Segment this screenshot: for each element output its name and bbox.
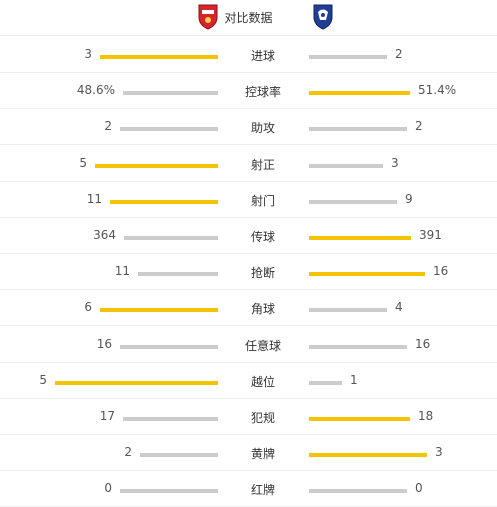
home-bar: [120, 344, 218, 349]
home-value: 364: [93, 228, 116, 242]
away-team-crest-icon: [313, 4, 333, 30]
home-bar: [95, 163, 218, 168]
away-value: 51.4%: [418, 83, 457, 98]
away-value: 3: [391, 155, 399, 170]
away-bar: [309, 308, 387, 313]
home-bar: [110, 199, 218, 204]
home-value: 5: [39, 372, 47, 387]
stat-row: 0 红牌 0: [0, 471, 497, 507]
away-value: 391: [419, 228, 442, 242]
stat-row: 3 进球 2: [0, 37, 497, 73]
comparison-header: 对比数据: [0, 0, 497, 36]
home-value: 17: [99, 409, 115, 423]
stat-row: 11 射门 9: [0, 182, 497, 218]
away-bar: [309, 55, 387, 59]
home-team-crest-icon: [198, 4, 218, 30]
away-bar: [309, 417, 410, 421]
home-value: 5: [79, 155, 87, 170]
home-value: 2: [124, 445, 132, 460]
home-value: 48.6%: [76, 83, 115, 98]
away-bar: [309, 380, 342, 385]
stat-label: 射正: [250, 157, 275, 172]
home-value: 11: [114, 264, 130, 279]
home-bar: [123, 91, 218, 96]
stat-label: 红牌: [250, 483, 275, 498]
stat-label: 角球: [250, 302, 275, 317]
away-value: 0: [415, 481, 423, 496]
away-bar: [309, 127, 407, 132]
stat-label: 抢断: [250, 266, 275, 281]
home-bar: [120, 489, 218, 494]
away-bar: [309, 272, 425, 277]
home-bar: [124, 236, 218, 240]
home-bar: [55, 380, 218, 385]
away-bar: [309, 236, 411, 240]
stat-label: 传球: [250, 230, 275, 244]
home-value: 11: [86, 191, 102, 206]
home-value: 6: [84, 300, 92, 315]
home-value: 3: [84, 47, 92, 61]
stat-row: 5 越位 1: [0, 363, 497, 399]
away-bar: [309, 489, 407, 494]
away-value: 1: [350, 372, 358, 387]
away-value: 4: [395, 300, 403, 315]
stat-label: 射门: [250, 193, 275, 208]
stat-row: 2 助攻 2: [0, 109, 497, 146]
stat-row: 6 角球 4: [0, 290, 497, 327]
stat-label: 进球: [250, 49, 275, 63]
stat-label: 黄牌: [250, 447, 275, 462]
away-value: 2: [415, 119, 423, 134]
stat-label: 犯规: [250, 411, 275, 425]
home-value: 16: [96, 336, 112, 351]
away-value: 16: [415, 336, 431, 351]
stat-label: 控球率: [244, 85, 281, 100]
stat-row: 5 射正 3: [0, 146, 497, 182]
home-bar: [138, 272, 218, 277]
home-bar: [140, 453, 218, 458]
stat-row: 16 任意球 16: [0, 327, 497, 363]
stat-row: 2 黄牌 3: [0, 435, 497, 472]
stat-row: 11 抢断 16: [0, 254, 497, 291]
away-bar: [309, 163, 383, 168]
away-bar: [309, 199, 397, 204]
away-bar: [309, 344, 407, 349]
away-value: 3: [435, 445, 443, 460]
home-bar: [100, 55, 218, 59]
page-title: 对比数据: [224, 11, 273, 25]
away-value: 2: [395, 47, 403, 61]
stat-label: 越位: [250, 374, 275, 389]
away-value: 16: [433, 264, 449, 279]
away-value: 9: [405, 191, 413, 206]
home-value: 2: [104, 119, 112, 134]
stat-row: 48.6% 控球率 51.4%: [0, 73, 497, 110]
away-value: 18: [418, 409, 434, 423]
home-bar: [123, 417, 218, 421]
away-bar: [309, 453, 427, 458]
away-bar: [309, 91, 410, 96]
stat-row: 17 犯规 18: [0, 399, 497, 435]
home-value: 0: [104, 481, 112, 496]
stat-row: 364 传球 391: [0, 218, 497, 254]
stat-label: 助攻: [250, 121, 275, 136]
stat-label: 任意球: [244, 338, 281, 353]
home-bar: [100, 308, 218, 313]
home-bar: [120, 127, 218, 132]
